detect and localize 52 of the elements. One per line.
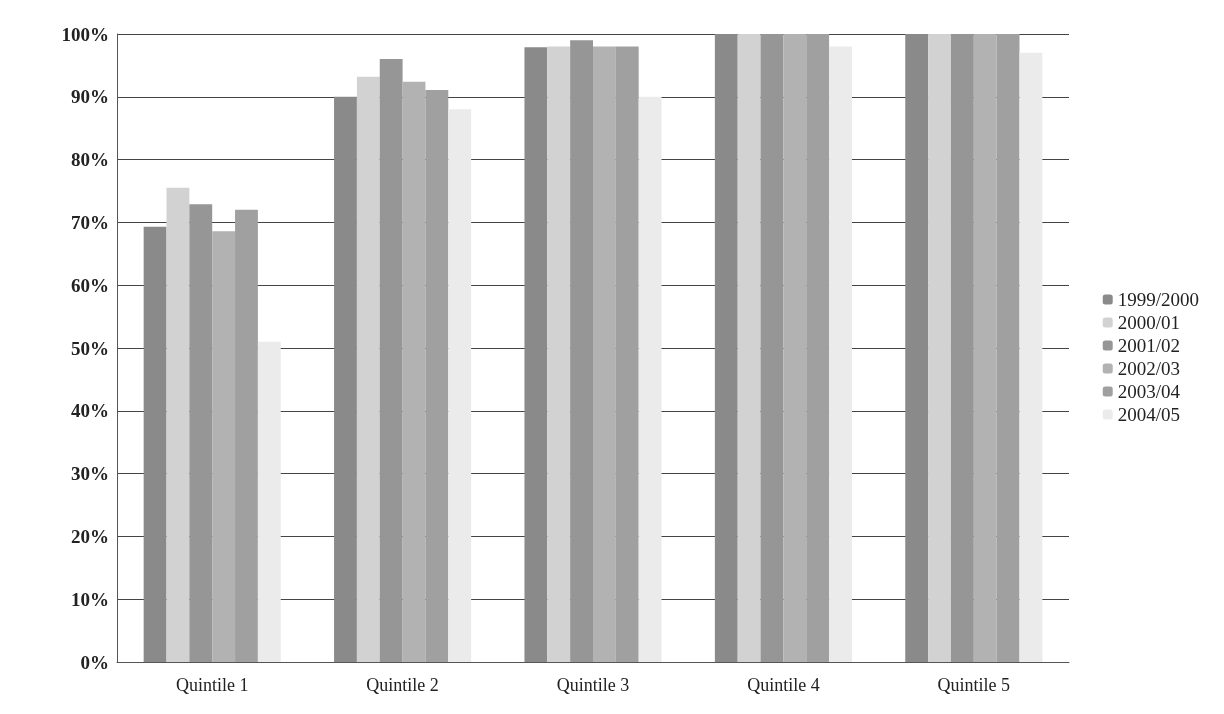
bar xyxy=(425,89,449,662)
y-tick-label: 60% xyxy=(71,274,109,296)
y-tick-label: 20% xyxy=(71,525,109,547)
bar xyxy=(547,46,571,662)
y-tick-label: 80% xyxy=(71,149,109,171)
bar xyxy=(235,209,258,662)
bar xyxy=(189,204,213,662)
legend-label: 2003/04 xyxy=(1117,381,1181,402)
legend-label: 2001/02 xyxy=(1117,335,1180,356)
y-tick-label: 40% xyxy=(71,400,109,422)
bar xyxy=(615,46,639,662)
x-tick-label: Quintile 1 xyxy=(175,675,249,695)
bar xyxy=(143,226,167,662)
bar xyxy=(928,34,951,662)
bar xyxy=(806,34,830,662)
bar xyxy=(524,47,548,662)
legend-label: 2000/01 xyxy=(1117,312,1180,333)
x-tick-label: Quintile 5 xyxy=(937,675,1011,695)
y-tick-label: 90% xyxy=(71,86,109,108)
bar xyxy=(448,109,472,662)
bar xyxy=(334,96,357,662)
bar xyxy=(714,34,738,662)
y-tick-label: 0% xyxy=(80,651,109,673)
y-tick-label: 50% xyxy=(71,337,109,359)
bar xyxy=(760,34,784,662)
x-tick-label: Quintile 4 xyxy=(747,675,820,695)
y-tick-label: 70% xyxy=(71,211,109,233)
bar xyxy=(1019,52,1043,662)
bar xyxy=(356,76,380,662)
bar xyxy=(950,34,974,662)
bar xyxy=(996,34,1020,662)
bar xyxy=(257,341,281,662)
bar xyxy=(905,34,929,662)
bar xyxy=(973,34,997,662)
bar xyxy=(570,40,593,662)
x-tick-label: Quintile 2 xyxy=(366,675,439,695)
bar xyxy=(402,81,426,662)
y-tick-label: 30% xyxy=(71,463,109,485)
legend-label: 2002/03 xyxy=(1117,358,1180,379)
bar xyxy=(783,34,807,662)
bar xyxy=(212,231,236,662)
legend-label: 2004/05 xyxy=(1117,404,1180,425)
x-tick-label: Quintile 3 xyxy=(556,675,630,695)
bar xyxy=(166,187,190,662)
bar xyxy=(638,96,662,662)
legend-label: 1999/2000 xyxy=(1117,289,1199,310)
bar xyxy=(593,46,616,662)
y-tick-label: 10% xyxy=(71,588,109,610)
bar xyxy=(379,59,403,662)
bar xyxy=(737,34,761,662)
bar xyxy=(829,46,852,662)
y-tick-label: 100% xyxy=(61,23,109,45)
